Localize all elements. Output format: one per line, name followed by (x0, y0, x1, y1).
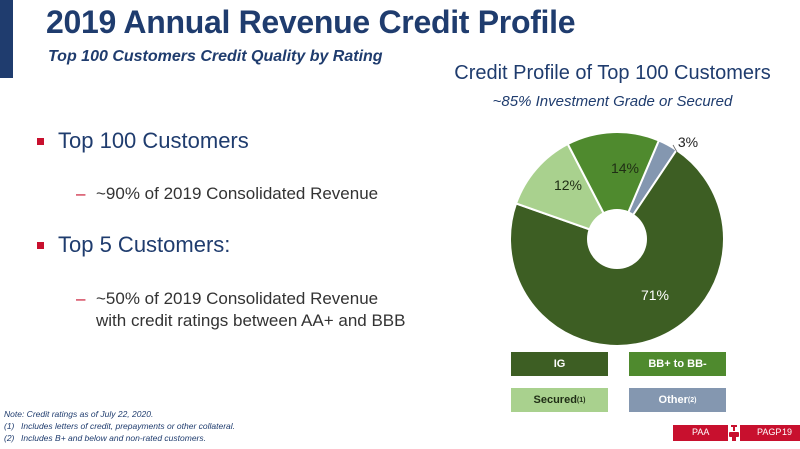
legend-other: Other (2) (629, 388, 726, 412)
page-subtitle: Top 100 Customers Credit Quality by Rati… (48, 48, 383, 65)
data-label: 71% (641, 287, 669, 303)
footnotes: Note: Credit ratings as of July 22, 2020… (4, 408, 235, 444)
chart-title: Credit Profile of Top 100 Customers (454, 62, 771, 84)
legend-label: Secured (533, 394, 577, 406)
pie-center-hole (587, 209, 647, 269)
legend-ig: IG (511, 352, 608, 376)
footnote-text: Includes B+ and below and non-rated cust… (21, 433, 206, 443)
sub-bullet-top-5: – ~50% of 2019 Consolidated Revenue with… (76, 288, 406, 332)
dash-marker: – (76, 289, 86, 308)
footnote-number: (2) (4, 433, 15, 443)
header-accent-bar (0, 0, 13, 78)
bullet-top-100: Top 100 Customers (37, 128, 249, 154)
sub-bullet-top-100: – ~90% of 2019 Consolidated Revenue (76, 183, 379, 205)
data-label: 3% (678, 134, 698, 150)
page-number: 19 (782, 427, 793, 437)
data-label: 14% (611, 160, 639, 176)
bullet-marker (37, 241, 44, 249)
bullet-top-5: Top 5 Customers: (37, 232, 230, 258)
footer-paa: PAA (692, 427, 710, 437)
sub-bullet-text: ~90% of 2019 Consolidated Revenue (96, 184, 379, 203)
legend-footnote-ref: (2) (687, 396, 697, 404)
chart-subtitle: ~85% Investment Grade or Secured (492, 93, 733, 110)
dash-marker: – (76, 184, 86, 203)
footnote-number: (1) (4, 421, 15, 431)
legend-footnote-ref: (1) (576, 396, 586, 404)
footer-pagp: PAGP (757, 427, 782, 437)
page-title: 2019 Annual Revenue Credit Profile (46, 4, 576, 40)
legend-bb: BB+ to BB- (629, 352, 726, 376)
legend-label: BB+ to BB- (648, 358, 707, 370)
data-label: 12% (554, 177, 582, 193)
footnote-item: (1) Includes letters of credit, prepayme… (4, 420, 235, 432)
bullet-marker (37, 137, 44, 145)
legend-secured: Secured (1) (511, 388, 608, 412)
sub-bullet-line: ~50% of 2019 Consolidated Revenue (96, 289, 379, 308)
pie-slice-bb-to-bb- (566, 131, 661, 242)
bullet-text: Top 100 Customers (58, 128, 249, 153)
footnote-text: Includes letters of credit, prepayments … (21, 421, 236, 431)
pie-slice-secured (514, 142, 620, 241)
footnote-header: Note: Credit ratings as of July 22, 2020… (4, 409, 154, 419)
sub-bullet-line: with credit ratings between AA+ and BBB (96, 311, 406, 330)
valve-logo-icon (728, 424, 740, 442)
bullet-text: Top 5 Customers: (58, 232, 231, 257)
footnote-item: (2) Includes B+ and below and non-rated … (4, 432, 235, 444)
legend-label: IG (553, 358, 566, 370)
legend-label: Other (658, 394, 688, 406)
label-leader-line (672, 144, 678, 153)
